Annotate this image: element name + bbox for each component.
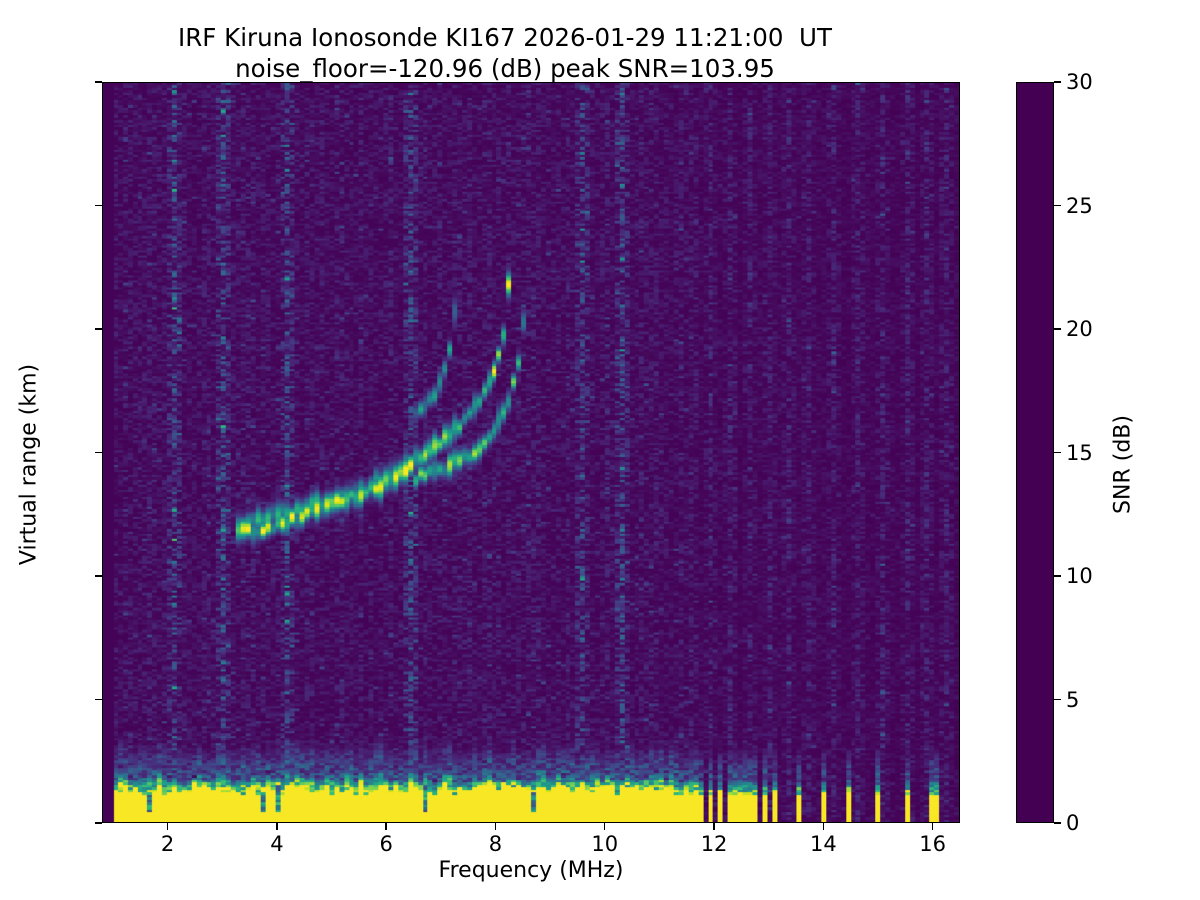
x-axis-tick-label: 8	[488, 832, 503, 856]
x-axis-tick-mark	[931, 823, 934, 830]
colorbar-tick-mark	[1054, 451, 1061, 454]
colorbar-tick-label: 30	[1066, 70, 1093, 94]
x-axis-tick-mark	[385, 823, 387, 830]
ionogram-plot-area[interactable]	[102, 82, 960, 823]
x-axis-tick-mark	[494, 823, 497, 830]
colorbar-tick-mark	[1054, 328, 1061, 330]
y-axis-tick-mark	[95, 822, 102, 824]
colorbar-tick-label: 5	[1066, 687, 1080, 712]
x-axis-label: Frequency (MHz)	[438, 858, 624, 883]
colorbar-tick-mark	[1054, 698, 1061, 701]
y-axis-tick-mark	[95, 451, 102, 454]
y-axis-tick-mark	[95, 575, 102, 577]
colorbar-tick-mark	[1054, 822, 1061, 824]
x-axis-tick-label: 12	[700, 832, 728, 856]
ionogram-heatmap-canvas	[103, 83, 959, 822]
x-axis-tick-label: 14	[810, 832, 837, 856]
y-axis-tick-mark	[95, 204, 102, 207]
x-axis-tick-label: 16	[919, 832, 947, 856]
colorbar-tick-label: 15	[1066, 440, 1093, 465]
colorbar-tick-label: 20	[1066, 317, 1093, 341]
x-axis-tick-mark	[604, 823, 606, 830]
y-axis-tick-mark	[95, 81, 102, 83]
x-axis-tick-mark	[713, 823, 715, 830]
colorbar-tick-mark	[1054, 81, 1061, 83]
y-axis-tick-mark	[95, 698, 102, 701]
colorbar-tick-mark	[1054, 204, 1061, 207]
x-axis-tick-label: 6	[379, 832, 393, 856]
y-axis-tick-mark	[95, 328, 102, 330]
x-axis-tick-mark	[166, 823, 169, 830]
colorbar-tick-label: 10	[1066, 564, 1093, 588]
colorbar-label: SNR (dB)	[1110, 415, 1136, 514]
x-axis-tick-label: 10	[591, 832, 619, 856]
y-axis-label: Virtual range (km)	[16, 363, 42, 566]
x-axis-tick-label: 2	[160, 832, 175, 856]
x-axis-tick-label: 4	[270, 832, 284, 856]
x-axis-tick-mark	[822, 823, 825, 830]
figure-title: IRF Kiruna Ionosonde KI167 2026-01-29 11…	[0, 22, 1010, 84]
colorbar-gradient	[1017, 83, 1053, 822]
colorbar-tick-mark	[1054, 575, 1061, 577]
x-axis-tick-mark	[276, 823, 278, 830]
title-line-1: IRF Kiruna Ionosonde KI167 2026-01-29 11…	[178, 23, 832, 52]
colorbar-tick-label: 25	[1066, 193, 1093, 218]
colorbar	[1016, 82, 1054, 823]
title-line-2: noise_floor=-120.96 (dB) peak SNR=103.95	[235, 54, 775, 83]
colorbar-tick-label: 0	[1066, 811, 1080, 835]
